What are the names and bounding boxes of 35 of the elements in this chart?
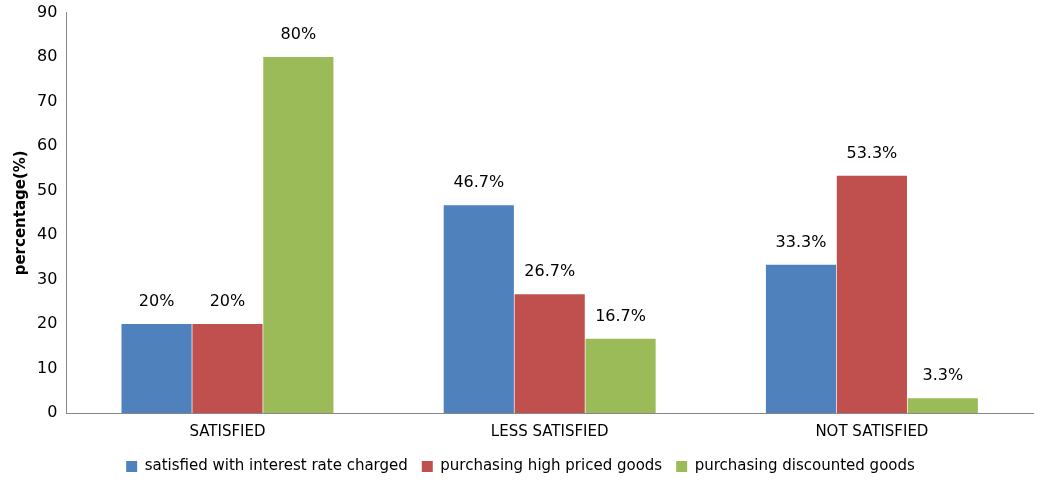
x-tick-label: LESS SATISFIED	[490, 421, 609, 440]
y-tick-label: 40	[37, 224, 58, 244]
data-label: 53.3%	[846, 143, 898, 163]
x-tick-label: SATISFIED	[189, 421, 266, 440]
y-tick-label: 80	[37, 46, 58, 66]
bar	[192, 324, 263, 413]
y-tick-label: 90	[37, 1, 58, 21]
y-tick-label: 50	[37, 179, 58, 199]
bar	[121, 324, 192, 413]
y-tick-label: 60	[37, 135, 58, 155]
bar	[585, 338, 656, 413]
data-label: 33.3%	[775, 232, 827, 252]
data-label: 46.7%	[453, 172, 505, 192]
legend-label: purchasing discounted goods	[694, 456, 915, 475]
legend-label: purchasing high priced goods	[440, 456, 663, 475]
y-tick-label: 20	[37, 313, 58, 333]
bar	[765, 264, 837, 413]
data-label: 20%	[209, 291, 246, 311]
legend-label: satisfied with interest rate charged	[144, 456, 408, 475]
data-label: 20%	[138, 291, 175, 311]
bar	[836, 175, 907, 413]
y-axis-title: percentage(%)	[10, 150, 29, 276]
bar	[514, 294, 585, 413]
bar	[443, 205, 514, 413]
y-tick-label: 0	[47, 402, 58, 422]
y-tick-label: 70	[37, 90, 58, 110]
data-label: 26.7%	[524, 261, 576, 281]
data-label: 80%	[280, 24, 317, 44]
bar	[907, 398, 978, 413]
y-tick-label: 30	[37, 268, 58, 288]
bar	[263, 57, 334, 413]
data-label: 3.3%	[922, 365, 964, 385]
data-label: 16.7%	[595, 305, 646, 325]
y-tick-label: 10	[37, 357, 58, 377]
x-tick-label: NOT SATISFIED	[815, 421, 929, 440]
